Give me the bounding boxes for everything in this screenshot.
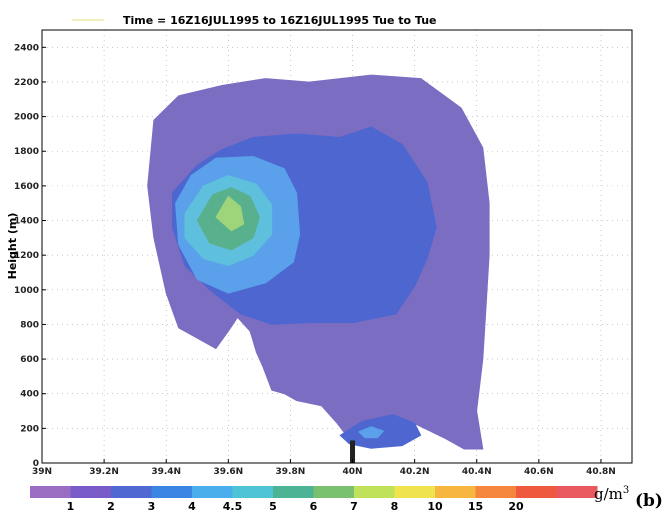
contour-fill [147,74,490,450]
colorbar-swatch [70,486,112,498]
colorbar-swatch [394,486,436,498]
y-tick-label: 1600 [14,182,39,192]
colorbar-swatch [354,486,395,498]
y-tick-label: 600 [20,355,39,365]
y-tick-label: 1000 [14,286,39,296]
colorbar-label: 4 [188,500,196,513]
y-tick-label: 0 [33,459,39,469]
colorbar-units-base: g/m [594,485,623,503]
colorbar-label: 5 [269,500,277,513]
y-axis: 0 200 400 600 800 1000 1200 1400 1600 1800 2000 220… [14,43,46,469]
colorbar-label: 4.5 [223,500,243,513]
y-tick-label: 2200 [14,78,39,88]
colorbar-label: 10 [427,500,443,513]
x-tick-label: 39N [32,467,52,477]
x-tick-label: 40N [342,467,362,477]
colorbar-units: g/m3 [594,485,629,503]
y-tick-label: 2400 [14,43,39,53]
colorbar-swatch [192,486,233,498]
colorbar-label: 8 [391,500,399,513]
colorbar-label: 6 [310,500,318,513]
y-tick-label: 200 [20,424,39,434]
colorbar-swatch [516,486,557,498]
colorbar-label: 2 [107,500,115,513]
chart-title: Time = 16Z16JUL1995 to 16Z16JUL1995 Tue … [123,14,437,27]
colorbar-units-exponent: 3 [623,485,629,496]
panel-label: (b) [635,491,663,511]
colorbar-labels: 1 2 3 4 4.5 5 6 7 8 10 15 20 [67,500,524,513]
y-tick-label: 400 [20,390,39,400]
colorbar-swatch [232,486,274,498]
colorbar-swatch [111,486,152,498]
colorbar-swatch [30,486,71,498]
x-tick-label: 39.4N [151,467,181,477]
terrain-marker [350,440,356,463]
x-tick-label: 40.4N [462,467,492,477]
x-tick-label: 40.8N [586,467,616,477]
colorbar-label: 7 [350,500,358,513]
x-tick-label: 40.6N [524,467,554,477]
y-tick-label: 1200 [14,251,39,261]
colorbar-label: 3 [148,500,156,513]
y-tick-label: 1800 [14,147,39,157]
colorbar-swatch [273,486,314,498]
x-tick-label: 39.8N [276,467,306,477]
x-tick-label: 40.2N [400,467,430,477]
y-axis-label: Height (m) [6,213,19,280]
y-tick-label: 1400 [14,217,39,227]
colorbar-swatch [435,486,476,498]
colorbar-swatch [556,486,598,498]
terrain-marker-group [350,440,356,463]
colorbar-label: 20 [508,500,524,513]
y-tick-label: 2000 [14,113,39,123]
colorbar-swatch [313,486,355,498]
x-axis: 39N 39.2N 39.4N 39.6N 39.8N 40N 40.2N 40.4N 40.6… [32,459,616,477]
x-tick-label: 39.6N [213,467,243,477]
contour-level-6 [215,195,245,232]
x-tick-label: 39.2N [89,467,119,477]
colorbar-label: 15 [468,500,483,513]
colorbar-label: 1 [67,500,75,513]
colorbar-swatch [475,486,517,498]
contour-level-3 [358,426,385,439]
y-tick-label: 800 [20,320,39,330]
colorbar-swatch [151,486,193,498]
colorbar [30,486,598,498]
plot-frame [41,29,633,464]
